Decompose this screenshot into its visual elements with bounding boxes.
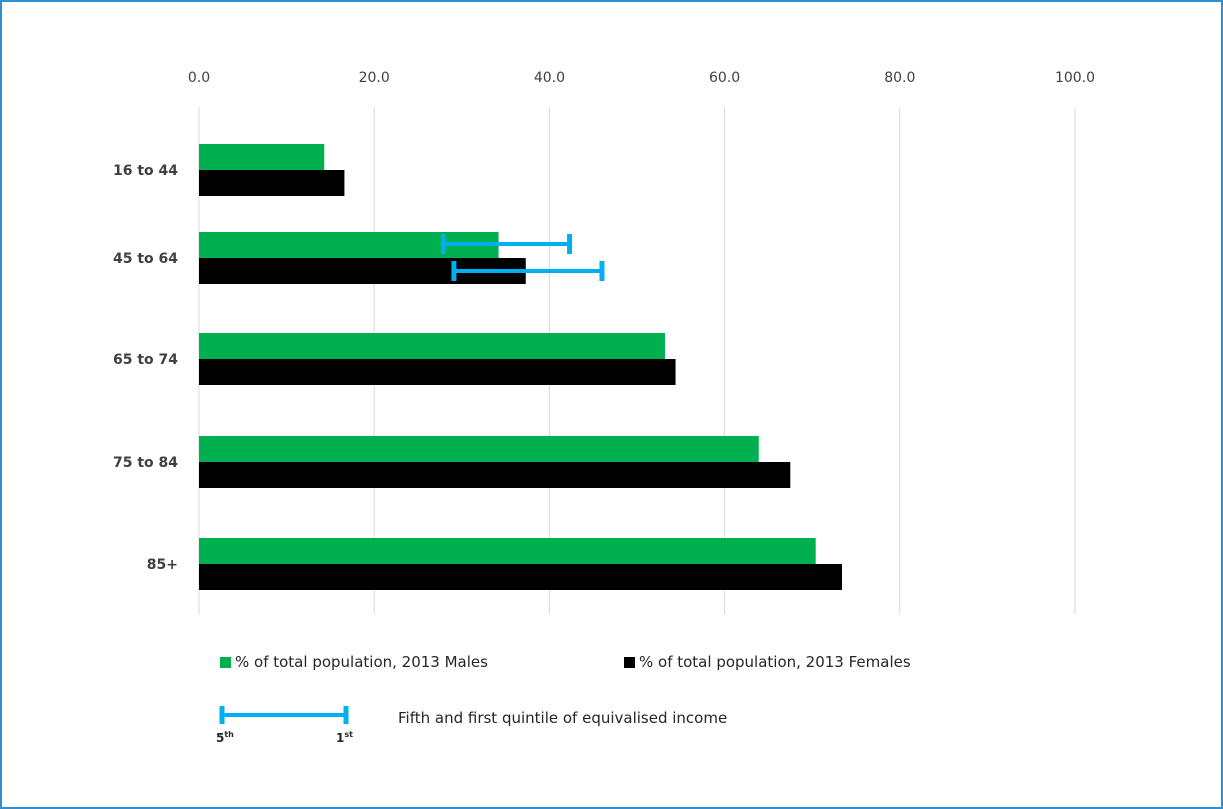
legend-swatch-males bbox=[220, 656, 231, 668]
legend-item-females: % of total population, 2013 Females bbox=[624, 653, 911, 671]
category-label: 45 to 64 bbox=[113, 251, 178, 267]
bar-females bbox=[199, 462, 791, 488]
legend-label-males: % of total population, 2013 Males bbox=[235, 653, 488, 671]
bar-males bbox=[199, 333, 666, 359]
legend-label-females: % of total population, 2013 Females bbox=[639, 653, 911, 671]
x-tick-label: 0.0 bbox=[188, 70, 210, 86]
x-tick-label: 20.0 bbox=[359, 70, 390, 86]
x-tick-label: 60.0 bbox=[709, 70, 740, 86]
legend-swatch-females bbox=[624, 656, 635, 668]
legend-range-symbol bbox=[219, 706, 349, 724]
bar-males bbox=[199, 538, 816, 564]
category-label: 85+ bbox=[147, 557, 178, 573]
category-label: 16 to 44 bbox=[113, 163, 178, 179]
legend-first-label: 1st bbox=[336, 730, 353, 745]
legend-label-range: Fifth and first quintile of equivalised … bbox=[398, 709, 728, 727]
bar-females bbox=[199, 564, 842, 590]
x-tick-label: 80.0 bbox=[884, 70, 915, 86]
x-tick-label: 40.0 bbox=[534, 70, 565, 86]
bar-females bbox=[199, 170, 345, 196]
x-tick-label: 100.0 bbox=[1055, 70, 1095, 86]
legend-fifth-label: 5th bbox=[216, 730, 234, 745]
legend-item-range: Fifth and first quintile of equivalised … bbox=[398, 709, 727, 727]
legend-item-males: % of total population, 2013 Males bbox=[220, 653, 488, 671]
bar-females bbox=[199, 359, 676, 385]
bar-males bbox=[199, 144, 325, 170]
category-label: 75 to 84 bbox=[113, 455, 178, 471]
bar-males bbox=[199, 436, 759, 462]
category-label: 65 to 74 bbox=[113, 352, 178, 368]
